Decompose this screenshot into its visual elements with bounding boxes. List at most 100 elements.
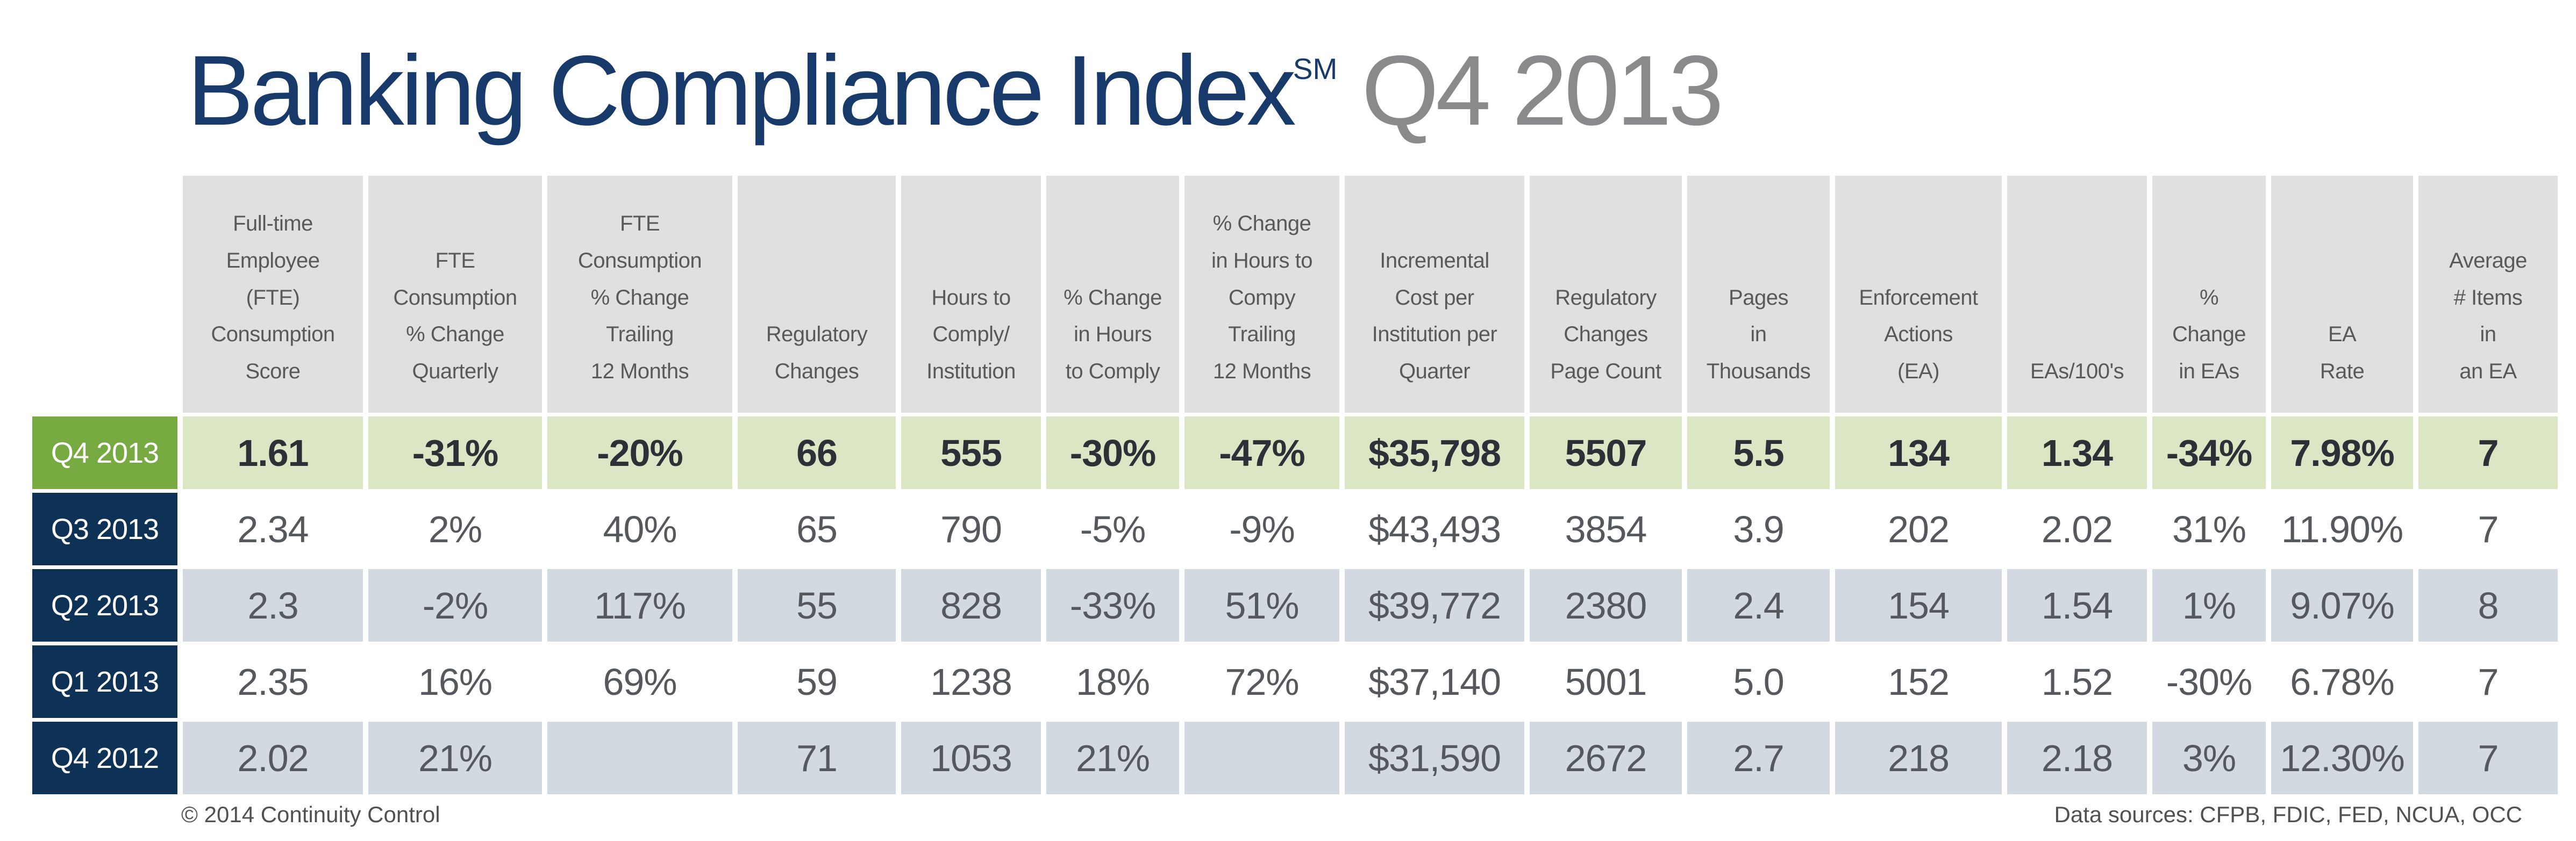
table-cell-3-12: -30% [2152, 645, 2266, 718]
column-header-3: Regulatory Changes [738, 176, 896, 413]
table-cell-3-1: 16% [368, 645, 542, 718]
row-label-q4-2013: Q4 2013 [32, 416, 177, 489]
table-cell-1-1: 2% [368, 493, 542, 565]
table-cell-0-14: 7 [2418, 416, 2558, 489]
column-header-11: EAs/100's [2007, 176, 2147, 413]
table-cell-0-9: 5.5 [1687, 416, 1830, 489]
table-cell-2-8: 2380 [1530, 569, 1682, 642]
table-cell-4-10: 218 [1835, 722, 2002, 794]
column-header-0: Full-time Employee (FTE) Consumption Sco… [183, 176, 363, 413]
table-cell-2-5: -33% [1046, 569, 1179, 642]
table-cell-1-3: 65 [738, 493, 896, 565]
table-cell-1-12: 31% [2152, 493, 2266, 565]
table-cell-2-12: 1% [2152, 569, 2266, 642]
table-cell-0-12: -34% [2152, 416, 2266, 489]
table-cell-0-4: 555 [901, 416, 1041, 489]
data-sources-text: Data sources: CFPB, FDIC, FED, NCUA, OCC [2054, 802, 2522, 827]
table-cell-2-4: 828 [901, 569, 1041, 642]
column-header-10: Enforcement Actions (EA) [1835, 176, 2002, 413]
table-cell-1-8: 3854 [1530, 493, 1682, 565]
table-cell-0-1: -31% [368, 416, 542, 489]
table-cell-4-8: 2672 [1530, 722, 1682, 794]
table-cell-0-6: -47% [1184, 416, 1339, 489]
column-header-6: % Change in Hours to Compy Trailing 12 M… [1184, 176, 1339, 413]
table-cell-3-0: 2.35 [183, 645, 363, 718]
table-cell-1-9: 3.9 [1687, 493, 1830, 565]
column-header-12: % Change in EAs [2152, 176, 2266, 413]
table-cell-1-5: -5% [1046, 493, 1179, 565]
table-cell-1-0: 2.34 [183, 493, 363, 565]
table-cell-4-14: 7 [2418, 722, 2558, 794]
table-cell-0-11: 1.34 [2007, 416, 2147, 489]
table-cell-1-14: 7 [2418, 493, 2558, 565]
table-cell-2-13: 9.07% [2271, 569, 2413, 642]
table-cell-3-7: $37,140 [1345, 645, 1524, 718]
column-header-9: Pages in Thousands [1687, 176, 1830, 413]
table-cell-2-6: 51% [1184, 569, 1339, 642]
table-cell-2-14: 8 [2418, 569, 2558, 642]
table-cell-3-6: 72% [1184, 645, 1339, 718]
table-cell-4-12: 3% [2152, 722, 2266, 794]
title-period: Q4 2013 [1361, 35, 1724, 146]
table-cell-2-9: 2.4 [1687, 569, 1830, 642]
table-cell-2-10: 154 [1835, 569, 2002, 642]
table-cell-4-3: 71 [738, 722, 896, 794]
title-main: Banking Compliance Index [187, 35, 1296, 146]
table-cell-0-5: -30% [1046, 416, 1179, 489]
table-cell-3-3: 59 [738, 645, 896, 718]
column-header-4: Hours to Comply/ Institution [901, 176, 1041, 413]
table-cell-1-11: 2.02 [2007, 493, 2147, 565]
row-label-q1-2013: Q1 2013 [32, 645, 177, 718]
table-cell-3-8: 5001 [1530, 645, 1682, 718]
table-cell-0-10: 134 [1835, 416, 2002, 489]
table-cell-2-1: -2% [368, 569, 542, 642]
copyright-text: © 2014 Continuity Control [181, 802, 440, 827]
table-cell-3-2: 69% [547, 645, 732, 718]
table-cell-0-13: 7.98% [2271, 416, 2413, 489]
row-label-q3-2013: Q3 2013 [32, 493, 177, 565]
table-cell-4-4: 1053 [901, 722, 1041, 794]
column-header-14: Average # Items in an EA [2418, 176, 2558, 413]
column-header-5: % Change in Hours to Comply [1046, 176, 1179, 413]
table-cell-1-4: 790 [901, 493, 1041, 565]
table-cell-4-1: 21% [368, 722, 542, 794]
table-cell-3-13: 6.78% [2271, 645, 2413, 718]
table-cell-4-6 [1184, 722, 1339, 794]
column-header-8: Regulatory Changes Page Count [1530, 176, 1682, 413]
table-cell-4-13: 12.30% [2271, 722, 2413, 794]
table-cell-1-10: 202 [1835, 493, 2002, 565]
table-cell-3-5: 18% [1046, 645, 1179, 718]
table-cell-0-8: 5507 [1530, 416, 1682, 489]
table-cell-2-11: 1.54 [2007, 569, 2147, 642]
table-cell-2-0: 2.3 [183, 569, 363, 642]
table-cell-0-2: -20% [547, 416, 732, 489]
table-cell-4-5: 21% [1046, 722, 1179, 794]
table-cell-0-3: 66 [738, 416, 896, 489]
table-cell-3-14: 7 [2418, 645, 2558, 718]
table-cell-0-0: 1.61 [183, 416, 363, 489]
column-header-7: Incremental Cost per Institution per Qua… [1345, 176, 1524, 413]
table-cell-1-7: $43,493 [1345, 493, 1524, 565]
compliance-table: Full-time Employee (FTE) Consumption Sco… [32, 176, 2558, 794]
table-cell-3-10: 152 [1835, 645, 2002, 718]
table-cell-2-2: 117% [547, 569, 732, 642]
table-cell-3-11: 1.52 [2007, 645, 2147, 718]
table-cell-0-7: $35,798 [1345, 416, 1524, 489]
table-cell-4-0: 2.02 [183, 722, 363, 794]
row-label-q2-2013: Q2 2013 [32, 569, 177, 642]
column-header-13: EA Rate [2271, 176, 2413, 413]
table-cell-1-2: 40% [547, 493, 732, 565]
column-header-1: FTE Consumption % Change Quarterly [368, 176, 542, 413]
table-cell-2-3: 55 [738, 569, 896, 642]
table-cell-4-11: 2.18 [2007, 722, 2147, 794]
table-cell-1-13: 11.90% [2271, 493, 2413, 565]
table-cell-4-2 [547, 722, 732, 794]
title-trademark-sm: SM [1293, 52, 1338, 85]
table-cell-2-7: $39,772 [1345, 569, 1524, 642]
row-label-q4-2012: Q4 2012 [32, 722, 177, 794]
table-cell-3-9: 5.0 [1687, 645, 1830, 718]
table-cell-4-7: $31,590 [1345, 722, 1524, 794]
table-cell-4-9: 2.7 [1687, 722, 1830, 794]
column-header-2: FTE Consumption % Change Trailing 12 Mon… [547, 176, 732, 413]
table-cell-3-4: 1238 [901, 645, 1041, 718]
